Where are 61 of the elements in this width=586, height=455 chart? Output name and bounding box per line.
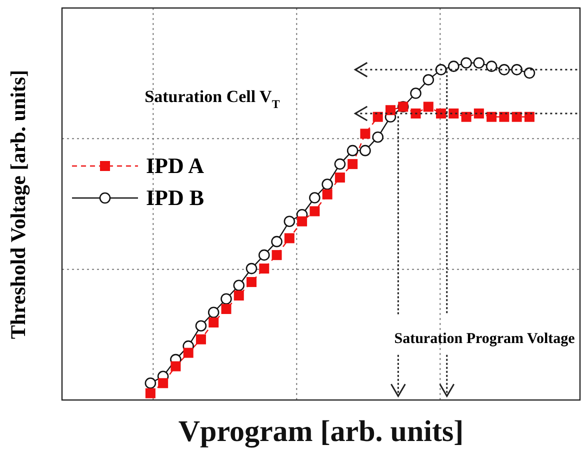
point: [486, 112, 497, 122]
annotation: Saturation Cell V$_{T}$: [144, 87, 280, 111]
point: [284, 216, 296, 228]
point: [486, 60, 498, 72]
point: [284, 233, 294, 244]
point: [334, 172, 345, 183]
point: [220, 293, 232, 305]
point: [258, 249, 270, 261]
point: [322, 189, 332, 200]
point: [145, 388, 156, 398]
point: [221, 304, 232, 314]
point: [195, 320, 207, 332]
point: [498, 64, 510, 76]
point: [360, 144, 371, 156]
point: [499, 112, 510, 122]
point: [259, 264, 270, 274]
point: [448, 108, 459, 118]
point: [512, 112, 522, 122]
point: [246, 277, 257, 288]
point: [348, 159, 358, 170]
point: [460, 57, 472, 69]
point: [272, 250, 282, 260]
point: [346, 144, 358, 156]
point: [385, 105, 396, 116]
point: [422, 74, 434, 86]
point: [271, 236, 282, 248]
point: [360, 128, 370, 139]
point: [208, 306, 220, 318]
point: [309, 192, 320, 204]
legend-label: IPD A: [146, 153, 204, 179]
point: [511, 64, 522, 76]
y-axis-title: Threshold Voltage [arb. units]: [6, 69, 32, 339]
point: [372, 131, 384, 143]
point: [436, 108, 446, 118]
point: [234, 290, 244, 301]
point: [448, 60, 460, 72]
point: [310, 206, 320, 216]
point: [297, 216, 308, 226]
point: [423, 102, 434, 112]
point: [208, 317, 219, 328]
point: [334, 158, 346, 170]
point: [474, 108, 484, 118]
legend-label: IPD B: [146, 185, 204, 211]
point: [410, 88, 422, 99]
point: [183, 348, 194, 358]
point: [158, 378, 168, 388]
point: [372, 112, 383, 122]
point: [322, 178, 333, 190]
point: [461, 112, 472, 122]
point: [435, 64, 447, 76]
point: [144, 377, 156, 389]
point: [410, 108, 421, 118]
point: [196, 334, 206, 344]
point: [524, 67, 536, 79]
point: [170, 361, 181, 372]
annotation: Saturation Program Voltage: [394, 331, 576, 348]
x-axis-title: Vprogram [arb. units]: [178, 415, 464, 448]
point: [246, 262, 258, 274]
point: [233, 280, 245, 292]
point: [473, 57, 485, 69]
point: [524, 112, 534, 122]
